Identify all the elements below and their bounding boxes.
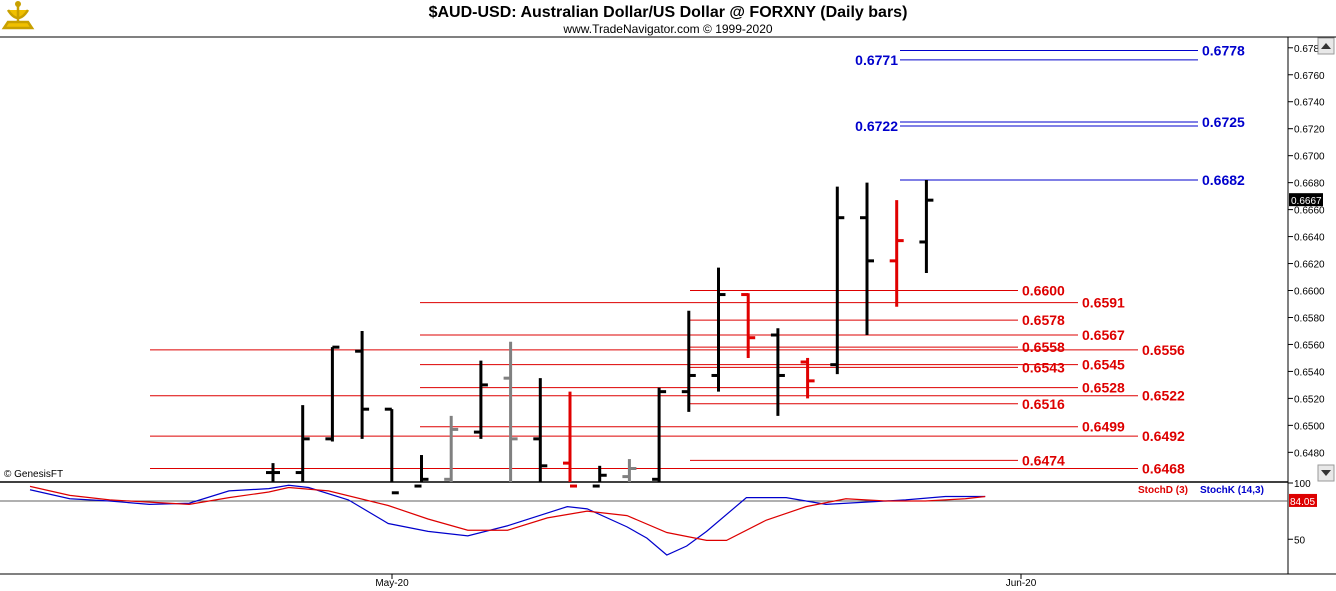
stochastic-panel: 100 50 StochD (3) StochK (14,3) 84.05 [0,479,1317,556]
fib-level-label-red: 0.6474 [1022,452,1065,468]
stoch-d-line [29,485,986,541]
fib-level-label-red: 0.6522 [1142,388,1185,404]
fib-level-label-red: 0.6556 [1142,342,1185,358]
price-axis[interactable]: 0.6480 0.6500 0.6520 0.6540 0.6560 0.6580 0.66… [1288,44,1325,460]
price-tick-label: 0.6720 [1294,125,1325,136]
fib-level-label-red: 0.6591 [1082,295,1125,311]
fib-level-label-red: 0.6528 [1082,380,1125,396]
stoch-k-legend: StochK (14,3) [1200,485,1264,496]
fib-level-label-blue: 0.6725 [1202,114,1245,130]
stoch-tick-label: 100 [1294,479,1311,490]
price-tick-label: 0.6600 [1294,287,1325,298]
bars-layer [266,179,934,495]
stoch-k-line [29,484,986,556]
fib-level-label-red: 0.6516 [1022,396,1065,412]
price-tick-label: 0.6640 [1294,233,1325,244]
fib-level-label-red: 0.6567 [1082,327,1125,343]
last-price-badge-label: 0.6667 [1291,196,1322,207]
fib-level-label-red: 0.6492 [1142,428,1185,444]
price-tick-label: 0.6620 [1294,260,1325,271]
last-price-badge [1289,193,1323,207]
price-tick-label: 0.6740 [1294,98,1325,109]
price-tick-label: 0.6580 [1294,313,1325,324]
date-axis[interactable]: May-20 Jun-20 [375,574,1037,589]
stoch-d-legend: StochD (3) [1138,485,1188,496]
stoch-value-badge [1289,493,1317,507]
price-tick-label: 0.6700 [1294,152,1325,163]
levels-layer: 0.6771 0.6778 0.6722 0.6725 0.6682 0.6600 0.65… [150,42,1245,477]
fib-level-label-red: 0.6468 [1142,461,1185,477]
chart-title: $AUD-USD: Australian Dollar/US Dollar @ … [429,4,908,21]
fib-level-label-blue: 0.6778 [1202,42,1245,58]
price-tick-label: 0.6680 [1294,179,1325,190]
stoch-value-badge-label: 84.05 [1290,497,1315,508]
date-tick-label: May-20 [375,578,409,589]
price-tick-label: 0.6500 [1294,421,1325,432]
fib-level-label-blue: 0.6771 [855,52,898,68]
fib-level-label-red: 0.6558 [1022,339,1065,355]
price-tick-label: 0.6780 [1294,44,1325,55]
price-tick-label: 0.6520 [1294,394,1325,405]
fib-level-label-blue: 0.6682 [1202,172,1245,188]
watermark: © GenesisFT [4,469,63,480]
fib-level-label-red: 0.6578 [1022,312,1065,328]
fib-level-label-red: 0.6499 [1082,419,1125,435]
fib-level-label-blue: 0.6722 [855,118,898,134]
chart-subtitle: www.TradeNavigator.com © 1999-2020 [562,22,772,36]
scroll-down-button[interactable] [1317,464,1335,482]
price-tick-label: 0.6660 [1294,206,1325,217]
scroll-up-button[interactable] [1317,37,1335,55]
logo-icon [1,1,35,30]
price-tick-label: 0.6560 [1294,340,1325,351]
fib-level-label-red: 0.6545 [1082,357,1125,373]
price-tick-label: 0.6760 [1294,71,1325,82]
price-tick-label: 0.6480 [1294,448,1325,459]
price-tick-label: 0.6540 [1294,367,1325,378]
fib-level-label-red: 0.6543 [1022,359,1065,375]
fib-level-label-red: 0.6600 [1022,283,1065,299]
date-tick-label: Jun-20 [1006,578,1037,589]
stoch-tick-label: 50 [1294,535,1306,546]
